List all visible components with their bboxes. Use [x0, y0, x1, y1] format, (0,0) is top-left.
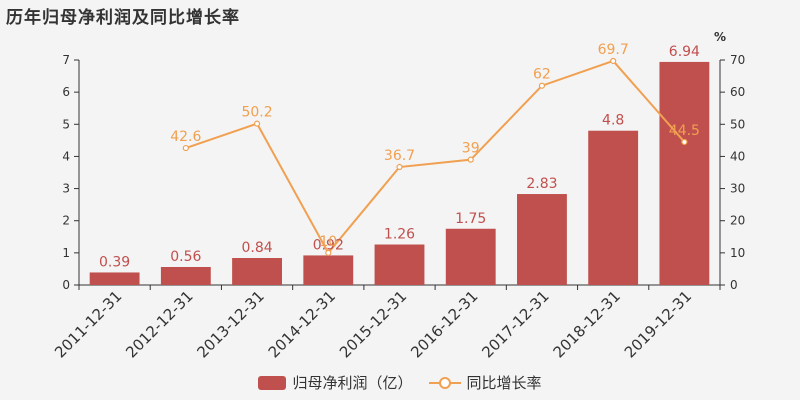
y-right-unit: % — [714, 30, 726, 44]
x-tick-label: 2016-12-31 — [407, 287, 481, 361]
bar-value-label: 1.26 — [384, 227, 415, 243]
legend-item-growth[interactable]: 同比增长率 — [428, 372, 542, 393]
y-right-tick-label: 40 — [730, 149, 745, 163]
y-right-tick-label: 60 — [730, 85, 745, 99]
legend-bar-swatch — [258, 375, 287, 390]
growth-value-label: 42.6 — [170, 129, 201, 145]
bar-value-label: 1.75 — [455, 211, 486, 227]
y-right-tick-label: 70 — [730, 53, 745, 67]
bar — [232, 258, 282, 285]
y-left-tick-label: 6 — [62, 85, 70, 99]
x-tick-label: 2015-12-31 — [336, 287, 410, 361]
y-left-tick-label: 2 — [62, 214, 70, 228]
bar — [89, 272, 140, 285]
y-right-tick-label: 30 — [730, 182, 745, 196]
growth-point — [182, 144, 189, 152]
growth-line — [185, 59, 686, 255]
y-right-tick-label: 50 — [730, 117, 745, 131]
bar-value-label: 0.84 — [241, 240, 272, 256]
legend-label-growth: 同比增长率 — [466, 374, 542, 392]
growth-value-label: 44.5 — [669, 123, 700, 139]
x-tick-label: 2017-12-31 — [478, 287, 552, 361]
growth-point — [253, 120, 261, 127]
chart-legend: 归母净利润（亿） 同比增长率 — [0, 372, 800, 393]
growth-point — [538, 82, 546, 89]
bar — [160, 267, 211, 285]
bar — [374, 244, 425, 285]
bar-value-label: 0.39 — [99, 254, 130, 270]
y-left-tick-label: 5 — [62, 117, 70, 131]
growth-point — [396, 163, 403, 171]
bar-value-label: 0.56 — [170, 249, 201, 265]
y-left-tick-label: 0 — [62, 278, 70, 292]
bar-value-label: 0.92 — [313, 237, 344, 253]
x-tick-label: 2012-12-31 — [122, 287, 196, 361]
growth-value-label: 69.7 — [598, 42, 629, 58]
legend-label-profit: 归母净利润（亿） — [292, 374, 413, 392]
bar — [659, 61, 710, 285]
bar — [517, 194, 567, 285]
x-tick-label: 2019-12-31 — [621, 287, 695, 361]
x-tick-label: 2011-12-31 — [51, 287, 125, 361]
y-right-tick-label: 10 — [730, 246, 745, 260]
legend-item-profit[interactable]: 归母净利润（亿） — [258, 372, 413, 393]
bar — [445, 228, 496, 285]
y-left-tick-label: 7 — [62, 53, 70, 67]
bar-value-label: 6.94 — [669, 44, 700, 60]
growth-point — [325, 249, 332, 256]
growth-value-label: 39 — [462, 141, 480, 157]
growth-point — [610, 57, 617, 65]
y-left-tick-label: 3 — [62, 182, 70, 196]
legend-line-swatch — [428, 376, 461, 389]
chart-title: 历年归母净利润及同比增长率 — [6, 8, 240, 28]
x-tick-label: 2013-12-31 — [194, 287, 268, 361]
y-left-tick-label: 4 — [62, 149, 70, 163]
bar — [303, 255, 354, 285]
bar — [588, 130, 639, 285]
growth-point — [467, 156, 474, 163]
growth-value-label: 62 — [533, 67, 551, 83]
bar-value-label: 4.8 — [602, 113, 624, 129]
growth-value-label: 50.2 — [241, 105, 272, 121]
y-right-tick-label: 20 — [730, 214, 745, 228]
y-right-tick-label: 0 — [730, 278, 738, 292]
x-tick-label: 2014-12-31 — [265, 287, 339, 361]
bar-value-label: 2.83 — [526, 176, 557, 192]
growth-value-label: 10 — [319, 234, 337, 250]
x-tick-label: 2018-12-31 — [550, 287, 624, 361]
growth-value-label: 36.7 — [384, 148, 415, 164]
y-left-tick-label: 1 — [62, 246, 70, 260]
growth-point — [681, 138, 688, 146]
